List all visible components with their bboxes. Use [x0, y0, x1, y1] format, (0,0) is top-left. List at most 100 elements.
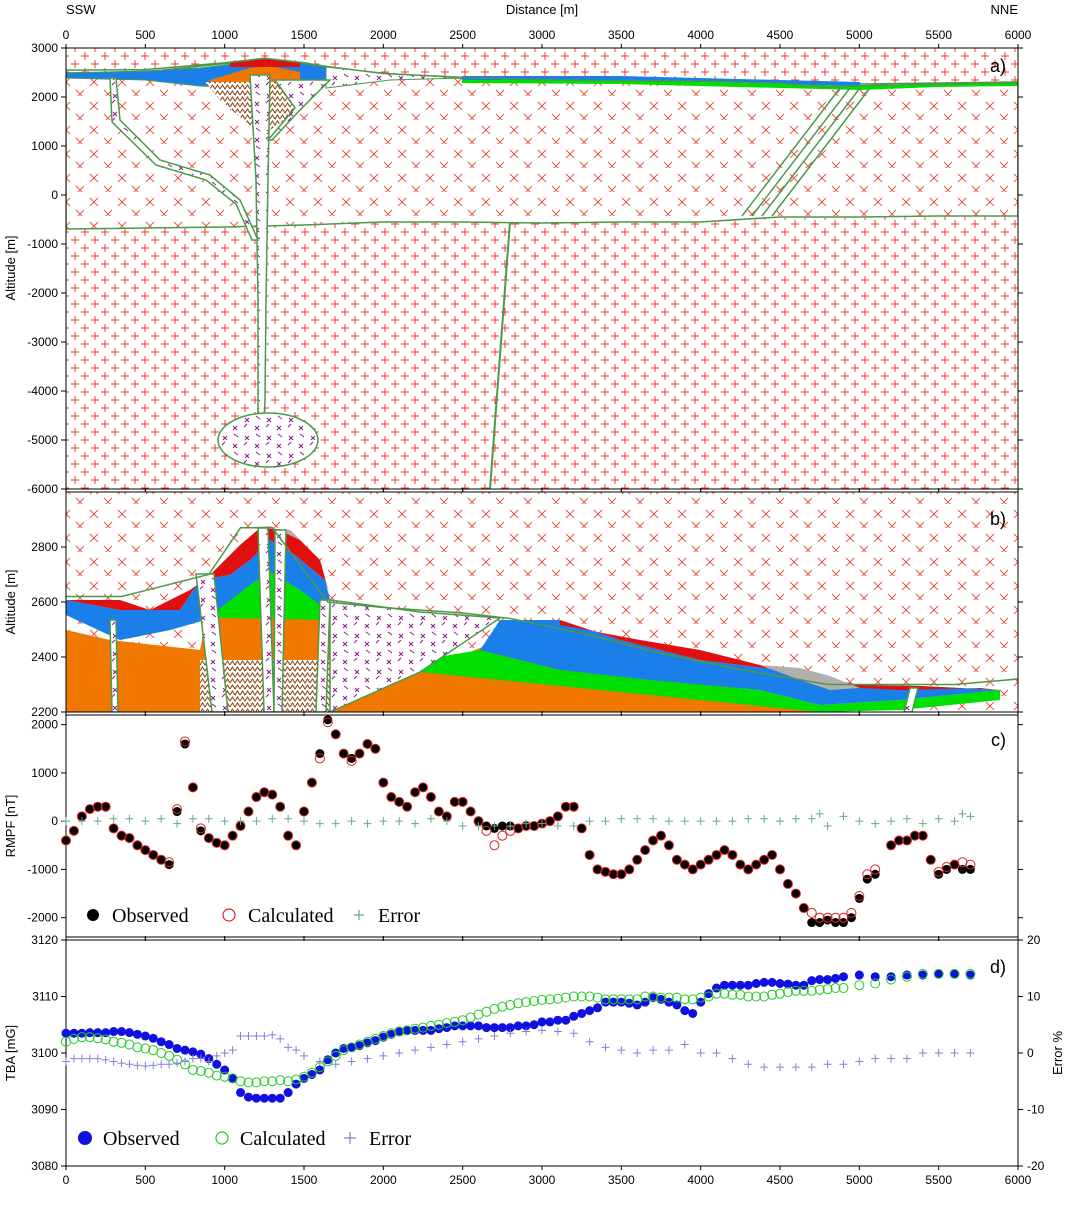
- point-calculated: [719, 845, 730, 856]
- point-observed: [331, 729, 341, 739]
- point-error: [506, 1029, 515, 1038]
- point-calculated: [243, 1077, 254, 1088]
- point-observed: [228, 831, 238, 841]
- point-error: [728, 817, 737, 826]
- point-error: [680, 1040, 689, 1049]
- point-error: [411, 819, 420, 828]
- point-calculated: [552, 993, 563, 1004]
- point-observed: [577, 823, 587, 833]
- x-tick-label-bottom: 500: [135, 1173, 155, 1187]
- point-error: [490, 1032, 499, 1041]
- point-calculated: [338, 748, 349, 759]
- point-observed: [77, 811, 87, 821]
- point-observed: [220, 840, 230, 850]
- header-distance-label: Distance [m]: [506, 2, 578, 17]
- point-calculated: [187, 1064, 198, 1075]
- point-calculated: [806, 985, 817, 996]
- point-calculated: [330, 729, 341, 740]
- point-calculated: [846, 907, 857, 918]
- point-error: [664, 1046, 673, 1055]
- point-observed: [823, 915, 833, 925]
- point-calculated: [195, 823, 206, 834]
- point-calculated: [870, 864, 881, 875]
- point-error: [728, 1054, 737, 1063]
- point-calculated: [267, 1076, 278, 1087]
- point-observed: [942, 864, 952, 874]
- point-observed: [894, 835, 904, 845]
- point-calculated: [854, 890, 865, 901]
- point-error: [426, 1043, 435, 1052]
- y-tick-label-d: 3120: [31, 933, 58, 947]
- point-observed: [362, 739, 372, 749]
- point-calculated: [433, 806, 444, 817]
- point-observed: [656, 831, 666, 841]
- point-observed: [799, 903, 809, 913]
- point-error: [173, 819, 182, 828]
- point-error: [77, 817, 86, 826]
- point-calculated: [584, 849, 595, 860]
- point-error: [585, 1037, 594, 1046]
- magma-chamber: [217, 412, 319, 468]
- point-calculated: [798, 903, 809, 914]
- point-observed: [378, 1032, 388, 1042]
- point-error: [141, 1061, 150, 1070]
- point-observed: [355, 1041, 365, 1051]
- panel-b-gray-topo: [255, 526, 860, 690]
- point-error: [458, 1037, 467, 1046]
- point-observed: [61, 1028, 71, 1038]
- point-calculated: [489, 840, 500, 851]
- point-observed: [394, 797, 404, 807]
- point-calculated: [568, 991, 579, 1002]
- point-error: [815, 809, 824, 818]
- point-observed: [236, 1088, 246, 1098]
- x-tick-label-bottom: 2000: [370, 1173, 397, 1187]
- point-calculated: [76, 1032, 87, 1043]
- point-observed: [204, 833, 214, 843]
- point-calculated: [775, 988, 785, 999]
- point-calculated: [798, 985, 809, 996]
- point-observed: [608, 997, 618, 1007]
- y-tick-label-a: 0: [51, 188, 58, 202]
- point-calculated: [418, 782, 428, 793]
- point-observed: [593, 864, 603, 874]
- point-error: [117, 1059, 126, 1068]
- point-error: [363, 1054, 372, 1063]
- point-observed: [600, 867, 610, 877]
- point-observed: [529, 1020, 539, 1030]
- point-error: [181, 1057, 189, 1066]
- point-error: [188, 814, 197, 823]
- point-observed: [259, 787, 269, 797]
- point-error: [791, 814, 800, 823]
- point-observed: [696, 860, 706, 870]
- point-calculated: [894, 835, 904, 846]
- point-observed: [910, 831, 920, 841]
- point-observed: [148, 1033, 158, 1043]
- panel-d-gravity: 3120 3110 3100 3090 3080 20 10 0 -10 -20 0 500 1000 1…: [3, 933, 1065, 1187]
- y-tick-label-b: 2600: [31, 595, 58, 609]
- point-calculated: [322, 717, 333, 728]
- point-observed: [117, 1027, 127, 1037]
- point-observed: [957, 864, 967, 874]
- panel-c-ylabel: RMPF [nT]: [3, 795, 18, 858]
- point-observed: [180, 1045, 190, 1055]
- point-error: [601, 1043, 610, 1052]
- point-error: [855, 817, 864, 826]
- point-observed: [164, 860, 174, 870]
- point-error: [522, 819, 531, 828]
- point-error: [157, 1060, 166, 1069]
- point-calculated: [100, 1034, 111, 1045]
- point-observed: [513, 823, 523, 833]
- point-calculated: [886, 840, 897, 851]
- point-error: [617, 1046, 626, 1055]
- point-error: [260, 1032, 269, 1041]
- point-error: [173, 1059, 182, 1068]
- point-error: [252, 817, 261, 826]
- point-error: [93, 817, 102, 826]
- point-calculated: [402, 1025, 413, 1036]
- point-observed: [553, 811, 563, 821]
- point-calculated: [283, 1076, 294, 1087]
- y-tick-label-d: 3090: [31, 1103, 58, 1117]
- point-calculated: [806, 907, 817, 918]
- point-observed: [688, 1008, 698, 1018]
- point-observed: [132, 840, 142, 850]
